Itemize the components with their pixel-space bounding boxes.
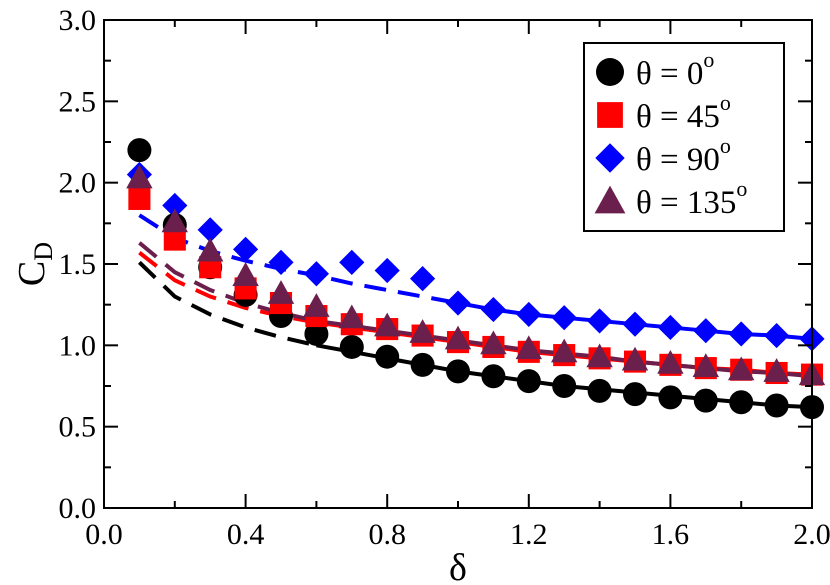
plot-content — [126, 138, 826, 420]
data-point-triangle — [374, 312, 401, 337]
data-point-circle — [764, 393, 789, 418]
data-point-triangle — [728, 356, 755, 381]
data-point-triangle — [303, 293, 330, 317]
x-tick-label: 0.0 — [85, 518, 123, 551]
data-point-diamond — [162, 192, 188, 219]
y-tick-label: 1.0 — [59, 329, 97, 362]
y-tick-label: 0.5 — [59, 411, 97, 444]
data-point-diamond — [410, 266, 436, 292]
data-point-circle — [481, 364, 506, 389]
data-point-diamond — [445, 290, 471, 316]
data-point-diamond — [587, 308, 613, 334]
data-point-triangle — [657, 350, 684, 374]
fit-curve-triangle-dashed — [138, 241, 317, 323]
x-tick-label: 1.2 — [510, 518, 548, 551]
data-point-square — [199, 256, 222, 279]
data-point-square — [163, 228, 186, 251]
data-point-triangle — [480, 330, 507, 355]
data-point-diamond — [657, 314, 683, 341]
data-point-diamond — [480, 296, 506, 323]
data-point-circle — [304, 321, 329, 346]
legend-marker-square — [597, 102, 623, 128]
data-point-triangle — [161, 208, 188, 233]
data-point-circle — [446, 359, 470, 384]
data-point-triangle — [444, 325, 472, 350]
data-point-diamond — [764, 322, 790, 349]
data-point-diamond — [374, 257, 400, 284]
legend-label-square: θ = 45o — [636, 90, 731, 135]
legend-marker-triangle — [594, 185, 626, 214]
x-tick-label: 2.0 — [793, 518, 830, 551]
y-tick-label: 3.0 — [59, 4, 97, 37]
fit-curve-square-dashed — [138, 251, 317, 325]
data-point-circle — [339, 334, 364, 359]
x-tick-label: 0.4 — [227, 518, 265, 551]
data-point-triangle — [126, 164, 153, 189]
legend-degree-sup: o — [720, 133, 731, 158]
y-tick-label: 1.5 — [59, 248, 97, 281]
data-point-diamond — [233, 236, 259, 262]
legend-label-circle: θ = 0o — [636, 47, 714, 92]
data-point-circle — [693, 388, 718, 413]
legend-degree-sup: o — [736, 176, 747, 201]
legend-label-triangle: θ = 135o — [636, 176, 747, 221]
data-point-circle — [410, 352, 435, 377]
x-tick-label: 0.8 — [368, 518, 406, 551]
data-point-triangle — [515, 335, 542, 360]
y-tick-label: 2.5 — [59, 85, 97, 118]
legend-label-diamond: θ = 90o — [636, 133, 731, 178]
data-point-diamond — [303, 261, 329, 287]
data-point-triangle — [551, 338, 578, 363]
data-point-triangle — [409, 319, 436, 343]
legend-marker-circle — [596, 58, 624, 86]
data-point-triangle — [232, 262, 259, 286]
data-point-diamond — [516, 301, 542, 328]
data-point-circle — [658, 385, 683, 410]
data-point-triangle — [621, 346, 649, 371]
data-point-diamond — [728, 321, 754, 347]
data-point-diamond — [339, 249, 365, 275]
data-point-circle — [516, 369, 541, 394]
data-point-triangle — [197, 237, 224, 262]
data-point-triangle — [586, 343, 613, 368]
data-point-diamond — [197, 217, 223, 243]
y-axis-title: CD — [11, 242, 58, 286]
y-tick-label: 0.0 — [59, 492, 97, 525]
data-point-triangle — [267, 280, 295, 304]
legend-marker-diamond — [595, 143, 625, 173]
data-point-circle — [587, 378, 612, 403]
legend-degree-sup: o — [720, 90, 731, 115]
data-point-diamond — [622, 311, 648, 337]
data-point-circle — [729, 390, 754, 415]
fit-curve-diamond-dashed — [138, 213, 459, 306]
data-point-square — [128, 187, 151, 210]
data-point-circle — [375, 344, 400, 369]
legend-degree-sup: o — [703, 47, 714, 72]
data-point-triangle — [692, 353, 719, 378]
data-point-circle — [623, 382, 647, 407]
x-tick-label: 1.6 — [652, 518, 690, 551]
y-axis-title-main: CD — [11, 242, 58, 286]
data-point-triangle — [763, 358, 790, 382]
axes: 0.0 0.4 0.8 1.2 1.6 2.0 0.0 0.5 1.0 1.5 2.0 2.5 3.0 δ… — [11, 4, 830, 585]
y-axis-title-subscript: D — [29, 242, 58, 261]
data-point-circle — [127, 138, 152, 163]
data-point-circle — [552, 374, 577, 398]
fit-curve-circle-dashed — [138, 260, 317, 348]
data-point-diamond — [551, 305, 577, 331]
data-point-triangle — [338, 304, 365, 329]
data-point-diamond — [268, 249, 294, 275]
data-point-diamond — [693, 318, 719, 344]
x-axis-title: δ — [449, 547, 467, 585]
y-tick-label: 2.0 — [59, 167, 97, 200]
